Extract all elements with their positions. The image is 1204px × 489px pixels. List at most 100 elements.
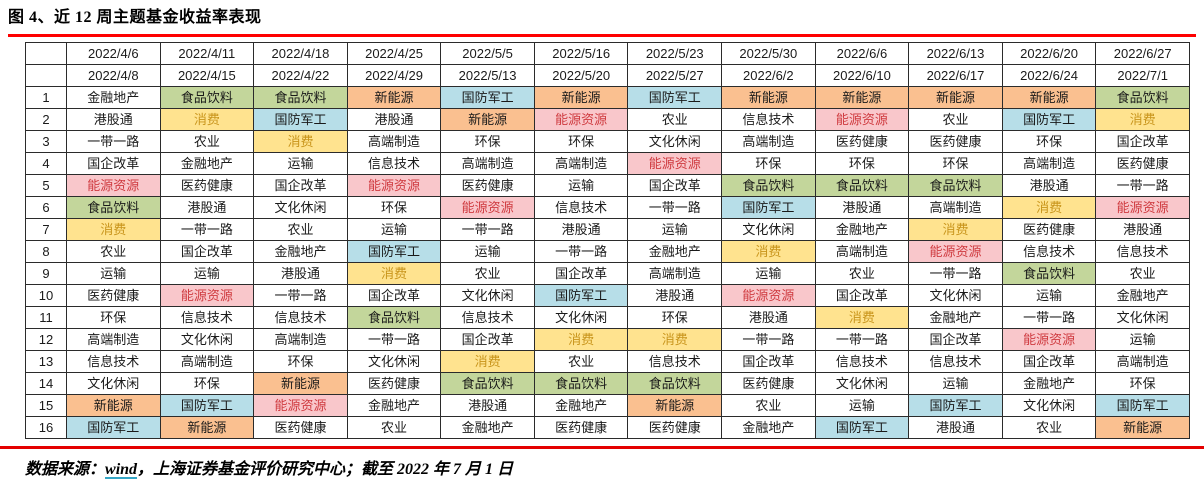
theme-cell: 文化休闲 (908, 284, 1003, 307)
theme-fund-returns-table: 2022/4/6 2022/4/11 2022/4/18 2022/4/25 2022/… (25, 42, 1190, 439)
theme-cell: 高端制造 (1001, 152, 1097, 175)
theme-cell: 港股通 (1001, 174, 1097, 197)
theme-cell: 新能源 (814, 86, 910, 109)
rank-row: 13 信息技术 高端制造 环保 文化休闲 消费 农业 信息技术 国企改革 信息技术 信息技术 国企改革… (25, 350, 1190, 373)
theme-cell: 医药健康 (908, 130, 1003, 153)
theme-cell: 文化休闲 (1095, 306, 1190, 329)
theme-cell: 港股通 (253, 262, 348, 285)
theme-cell: 一带一路 (253, 284, 348, 307)
week-start-date: 2022/6/20 (1001, 42, 1097, 65)
theme-cell: 食品饮料 (533, 372, 629, 395)
theme-cell: 农业 (627, 108, 723, 131)
theme-cell: 信息技术 (627, 350, 723, 373)
week-start-date: 2022/4/11 (159, 42, 255, 65)
theme-cell: 金融地产 (1095, 284, 1190, 307)
theme-cell: 一带一路 (346, 328, 442, 351)
rank-row: 8 农业 国企改革 金融地产 国防军工 运输 一带一路 金融地产 消费 高端制造 能源资源 信息技术信… (25, 240, 1190, 263)
theme-cell: 环保 (440, 130, 535, 153)
rank-label: 1 (25, 86, 67, 109)
theme-cell: 一带一路 (533, 240, 629, 263)
theme-cell: 医药健康 (1001, 218, 1097, 241)
week-end-date: 2022/7/1 (1095, 64, 1190, 87)
theme-cell: 国企改革 (908, 328, 1003, 351)
theme-cell: 文化休闲 (533, 306, 629, 329)
theme-cell: 农业 (814, 262, 910, 285)
rank-label: 9 (25, 262, 67, 285)
theme-cell: 食品饮料 (908, 174, 1003, 197)
theme-cell: 运输 (346, 218, 442, 241)
week-start-date: 2022/4/6 (66, 42, 161, 65)
week-start-date: 2022/4/18 (253, 42, 348, 65)
theme-cell: 食品饮料 (346, 306, 442, 329)
theme-cell: 能源资源 (1001, 328, 1097, 351)
theme-cell: 消费 (627, 328, 723, 351)
theme-cell: 港股通 (159, 196, 255, 219)
theme-cell: 国企改革 (533, 262, 629, 285)
theme-cell: 消费 (159, 108, 255, 131)
theme-cell: 文化休闲 (66, 372, 161, 395)
rank-row: 12 高端制造 文化休闲 高端制造 一带一路 国企改革 消费 消费 一带一路 一带一路 国企改革 能源… (25, 328, 1190, 351)
theme-cell: 港股通 (66, 108, 161, 131)
theme-cell: 高端制造 (908, 196, 1003, 219)
rank-label: 8 (25, 240, 67, 263)
week-start-date: 2022/6/27 (1095, 42, 1190, 65)
theme-cell: 港股通 (908, 416, 1003, 439)
week-start-date-row: 2022/4/6 2022/4/11 2022/4/18 2022/4/25 2022/… (25, 42, 1190, 65)
theme-cell: 国防军工 (253, 108, 348, 131)
theme-cell: 新能源 (346, 86, 442, 109)
theme-cell: 国防军工 (1095, 394, 1190, 417)
theme-cell: 环保 (1095, 372, 1190, 395)
theme-cell: 环保 (814, 152, 910, 175)
theme-cell: 医药健康 (533, 416, 629, 439)
theme-cell: 医药健康 (346, 372, 442, 395)
theme-cell: 高端制造 (346, 130, 442, 153)
theme-cell: 金融地产 (814, 218, 910, 241)
theme-cell: 信息技术 (66, 350, 161, 373)
theme-cell: 高端制造 (440, 152, 535, 175)
theme-cell: 高端制造 (533, 152, 629, 175)
figure-title: 图 4、近 12 周主题基金收益率表现 (8, 9, 262, 26)
rank-row: 2 港股通 消费 国防军工 港股通 新能源 能源资源 农业 信息技术 能源资源 农业 国防军工 消费 (25, 108, 1190, 131)
theme-cell: 环保 (721, 152, 816, 175)
rank-row: 16 国防军工 新能源 医药健康 农业 金融地产 医药健康 医药健康 金融地产 国防军工 港股通 农业… (25, 416, 1190, 439)
rank-label: 10 (25, 284, 67, 307)
rank-row: 4 国企改革 金融地产 运输 信息技术 高端制造 高端制造 能源资源 环保 环保 环保 高端制造 医药健… (25, 152, 1190, 175)
theme-cell: 运输 (627, 218, 723, 241)
table-wrap: 2022/4/6 2022/4/11 2022/4/18 2022/4/25 2022/… (25, 42, 1190, 439)
theme-cell: 港股通 (346, 108, 442, 131)
theme-cell: 文化休闲 (159, 328, 255, 351)
theme-cell: 港股通 (721, 306, 816, 329)
theme-cell: 高端制造 (814, 240, 910, 263)
wind-link[interactable]: wind (105, 461, 138, 478)
theme-cell: 医药健康 (66, 284, 161, 307)
rank-label: 7 (25, 218, 67, 241)
week-start-date: 2022/6/13 (908, 42, 1003, 65)
theme-cell: 金融地产 (253, 240, 348, 263)
theme-cell: 一带一路 (1095, 174, 1190, 197)
theme-cell: 文化休闲 (440, 284, 535, 307)
theme-cell: 国企改革 (159, 240, 255, 263)
theme-cell: 能源资源 (346, 174, 442, 197)
theme-cell: 能源资源 (253, 394, 348, 417)
theme-cell: 消费 (66, 218, 161, 241)
theme-cell: 环保 (346, 196, 442, 219)
theme-cell: 高端制造 (66, 328, 161, 351)
theme-cell: 新能源 (627, 394, 723, 417)
theme-cell: 国企改革 (440, 328, 535, 351)
theme-cell: 食品饮料 (440, 372, 535, 395)
rank-label: 14 (25, 372, 67, 395)
week-start-date: 2022/6/6 (814, 42, 910, 65)
rank-row: 6 食品饮料 港股通 文化休闲 环保 能源资源 信息技术 一带一路 国防军工 港股通 高端制造 消费能… (25, 196, 1190, 219)
week-end-date: 2022/5/20 (533, 64, 629, 87)
theme-cell: 信息技术 (533, 196, 629, 219)
week-end-date: 2022/6/17 (908, 64, 1003, 87)
theme-cell: 新能源 (440, 108, 535, 131)
week-start-date: 2022/4/25 (346, 42, 442, 65)
theme-cell: 文化休闲 (346, 350, 442, 373)
theme-cell: 港股通 (1095, 218, 1190, 241)
theme-cell: 消费 (1095, 108, 1190, 131)
rank-row: 14 文化休闲 环保 新能源 医药健康 食品饮料 食品饮料 食品饮料 医药健康 文化休闲 运输 金融地… (25, 372, 1190, 395)
theme-cell: 港股通 (814, 196, 910, 219)
theme-cell: 高端制造 (721, 130, 816, 153)
